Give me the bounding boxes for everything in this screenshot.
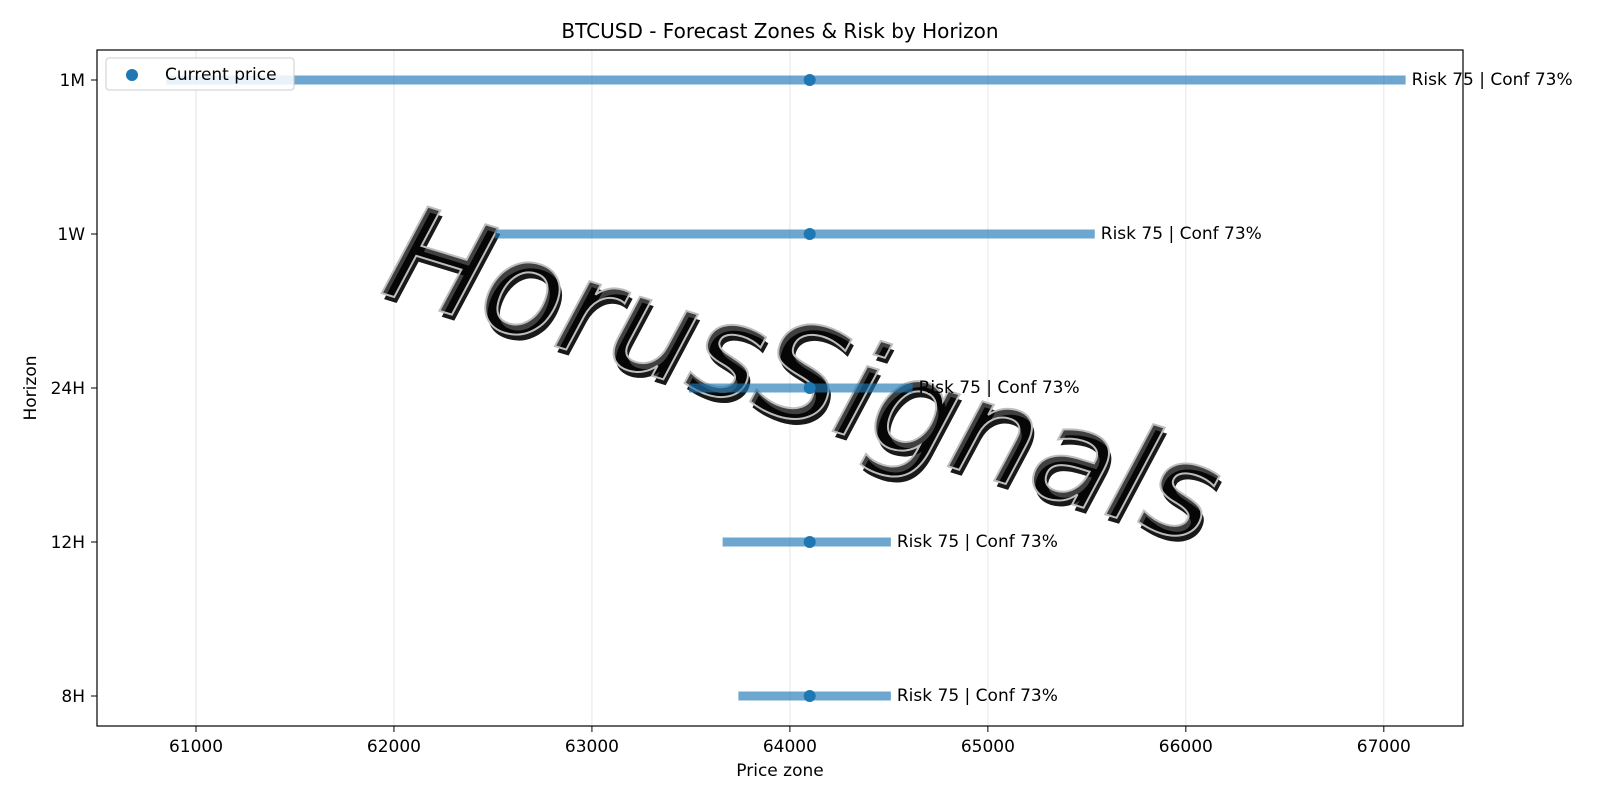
current-price-point-1m bbox=[803, 74, 816, 86]
x-axis-label: Price zone bbox=[736, 761, 823, 781]
x-axis: 61000 62000 63000 64000 65000 66000 67000 bbox=[169, 726, 1411, 757]
y-tick-label: 12H bbox=[51, 533, 85, 553]
x-tick-label: 65000 bbox=[961, 737, 1015, 757]
annotations: Risk 75 | Conf 73% Risk 75 | Conf 73% Risk… bbox=[897, 70, 1573, 706]
y-tick-label: 1M bbox=[60, 71, 85, 91]
risk-annotation-1w: Risk 75 | Conf 73% bbox=[1101, 224, 1262, 244]
y-axis: 8H 12H 24H 1W 1M bbox=[51, 71, 97, 707]
y-tick-label: 24H bbox=[51, 379, 85, 399]
current-price-points bbox=[803, 74, 816, 702]
legend-marker bbox=[126, 69, 138, 81]
x-tick-label: 66000 bbox=[1159, 737, 1213, 757]
risk-annotation-24h: Risk 75 | Conf 73% bbox=[919, 378, 1080, 398]
risk-annotation-8h: Risk 75 | Conf 73% bbox=[897, 686, 1058, 706]
legend-label: Current price bbox=[165, 65, 277, 85]
risk-annotation-1m: Risk 75 | Conf 73% bbox=[1412, 70, 1573, 90]
y-tick-label: 8H bbox=[61, 687, 85, 707]
current-price-point-1w bbox=[803, 228, 816, 240]
current-price-point-8h bbox=[803, 690, 816, 702]
x-tick-label: 62000 bbox=[367, 737, 421, 757]
risk-annotation-12h: Risk 75 | Conf 73% bbox=[897, 532, 1058, 552]
grid bbox=[195, 50, 1385, 726]
y-axis-label: Horizon bbox=[21, 356, 41, 421]
x-tick-label: 63000 bbox=[565, 737, 619, 757]
x-tick-label: 64000 bbox=[763, 737, 817, 757]
legend: Current price bbox=[105, 57, 295, 91]
current-price-point-12h bbox=[803, 536, 816, 548]
y-tick-label: 1W bbox=[57, 225, 85, 245]
x-tick-label: 67000 bbox=[1357, 737, 1411, 757]
chart-title: BTCUSD - Forecast Zones & Risk by Horizo… bbox=[561, 19, 998, 43]
range-bars bbox=[166, 75, 1406, 701]
current-price-point-24h bbox=[803, 382, 816, 394]
legend-box bbox=[105, 57, 295, 91]
x-tick-label: 61000 bbox=[169, 737, 223, 757]
